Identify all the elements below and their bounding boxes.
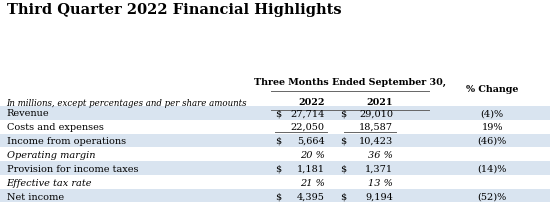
Text: (4)%: (4)% <box>481 109 504 118</box>
Text: Provision for income taxes: Provision for income taxes <box>7 164 138 173</box>
Text: $: $ <box>275 164 281 173</box>
Text: Revenue: Revenue <box>7 109 50 118</box>
Text: 20 %: 20 % <box>300 150 324 159</box>
Text: 9,194: 9,194 <box>365 192 393 201</box>
Text: $: $ <box>275 192 281 201</box>
Text: Operating margin: Operating margin <box>7 150 95 159</box>
Text: 29,010: 29,010 <box>359 109 393 118</box>
Text: $: $ <box>275 136 281 145</box>
Text: 5,664: 5,664 <box>297 136 324 145</box>
Text: $: $ <box>340 164 346 173</box>
Text: Costs and expenses: Costs and expenses <box>7 122 103 132</box>
Text: 13 %: 13 % <box>368 178 393 187</box>
Text: 1,371: 1,371 <box>365 164 393 173</box>
Text: Net income: Net income <box>7 192 64 201</box>
Text: 10,423: 10,423 <box>359 136 393 145</box>
Text: $: $ <box>275 109 281 118</box>
Text: 2021: 2021 <box>367 97 393 106</box>
Text: 19%: 19% <box>481 122 503 132</box>
Text: In millions, except percentages and per share amounts: In millions, except percentages and per … <box>7 99 247 107</box>
Bar <box>0 162 550 175</box>
Text: Income from operations: Income from operations <box>7 136 126 145</box>
Text: $: $ <box>340 109 346 118</box>
Bar <box>0 189 550 202</box>
Text: $: $ <box>340 136 346 145</box>
Text: 27,714: 27,714 <box>290 109 324 118</box>
Text: 18,587: 18,587 <box>359 122 393 132</box>
Text: 21 %: 21 % <box>300 178 324 187</box>
Text: Effective tax rate: Effective tax rate <box>7 178 92 187</box>
Text: Three Months Ended September 30,: Three Months Ended September 30, <box>254 78 446 87</box>
Text: Third Quarter 2022 Financial Highlights: Third Quarter 2022 Financial Highlights <box>7 3 341 17</box>
Text: $: $ <box>340 192 346 201</box>
Text: 36 %: 36 % <box>368 150 393 159</box>
Text: (52)%: (52)% <box>477 192 507 201</box>
Text: % Change: % Change <box>466 85 519 94</box>
Text: 22,050: 22,050 <box>290 122 324 132</box>
Text: 4,395: 4,395 <box>296 192 324 201</box>
Text: 2022: 2022 <box>298 97 324 106</box>
Text: (46)%: (46)% <box>477 136 507 145</box>
Text: (14)%: (14)% <box>477 164 507 173</box>
Bar <box>0 106 550 120</box>
Bar <box>0 134 550 148</box>
Text: 1,181: 1,181 <box>296 164 324 173</box>
